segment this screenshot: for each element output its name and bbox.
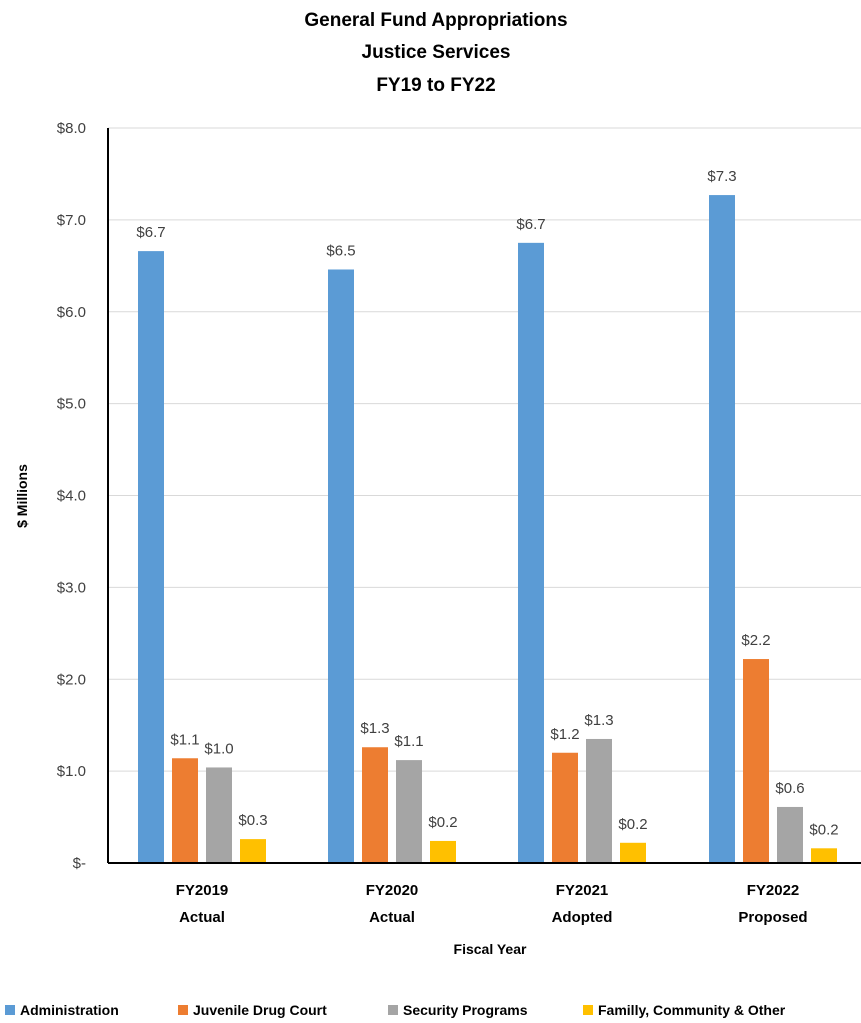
bar-2-0 [206,767,232,863]
bar-1-2 [552,752,578,863]
x-tick-label: FY2022 [747,882,800,899]
bar-1-0 [172,758,198,863]
legend-label: Juvenile Drug Court [193,1002,327,1018]
bar-2-2 [586,738,612,863]
bar-2-3 [777,806,803,863]
bar-3-3 [811,848,837,863]
chart-title-line-3: FY19 to FY22 [376,75,495,96]
x-tick-label: FY2021 [556,882,609,899]
y-tick-label: $4.0 [57,488,86,505]
x-tick-label: Proposed [738,909,807,926]
data-label: $1.0 [204,740,233,757]
x-axis-title: Fiscal Year [454,941,527,957]
y-tick-label: $- [73,855,86,872]
legend-label: Security Programs [403,1002,528,1018]
x-tick-label: FY2019 [176,882,229,899]
x-tick-label: Actual [369,909,415,926]
data-label: $1.1 [394,733,423,750]
data-label: $1.1 [170,731,199,748]
y-tick-label: $5.0 [57,396,86,413]
bar-3-1 [430,840,456,863]
x-axis-ticks: FY2019 Actual FY2020 Actual FY2021 Adopted FY2… [176,882,808,926]
y-tick-label: $1.0 [57,763,86,780]
legend-swatch [178,1005,188,1015]
bar-0-0 [138,251,164,864]
bar-3-0 [240,839,266,863]
data-label: $2.2 [741,632,770,649]
x-tick-label: FY2020 [366,882,419,899]
legend-label: Administration [20,1002,119,1018]
legend-label: Familly, Community & Other [598,1002,786,1018]
data-label: $1.3 [584,712,613,729]
data-label: $6.7 [516,216,545,233]
bar-0-3 [709,195,735,864]
y-axis-title: $ Millions [14,464,30,528]
data-label: $0.6 [775,780,804,797]
data-label: $1.2 [550,726,579,743]
data-label: $1.3 [360,720,389,737]
bar-1-3 [743,659,769,863]
gridlines [108,127,861,772]
legend-swatch [388,1005,398,1015]
data-label: $7.3 [707,168,736,185]
bar-0-2 [518,242,544,863]
chart-title-line-2: Justice Services [362,42,511,63]
legend: Administration Juvenile Drug Court Securit… [5,1002,786,1018]
bar-3-2 [620,842,646,863]
bars [138,195,837,864]
data-label: $6.7 [136,224,165,241]
y-axis-ticks: $- $1.0 $2.0 $3.0 $4.0 $5.0 $6.0 $7.0 $8.0 [57,120,86,872]
y-tick-label: $7.0 [57,212,86,229]
data-label: $0.2 [809,821,838,838]
y-tick-label: $6.0 [57,304,86,321]
data-label: $0.2 [618,816,647,833]
data-label: $0.3 [238,812,267,829]
legend-swatch [5,1005,15,1015]
x-tick-label: Adopted [552,909,613,926]
legend-swatch [583,1005,593,1015]
y-tick-label: $8.0 [57,120,86,137]
chart-title-line-1: General Fund Appropriations [304,10,567,31]
y-tick-label: $3.0 [57,579,86,596]
bar-1-1 [362,747,388,863]
bar-0-1 [328,269,354,863]
data-label: $6.5 [326,242,355,259]
data-labels: $6.7 $1.1 $1.0 $0.3 $6.5 $1.3 $1.1 $0.2 $6.7 $1.2… [136,168,838,838]
data-label: $0.2 [428,814,457,831]
x-tick-label: Actual [179,909,225,926]
y-tick-label: $2.0 [57,671,86,688]
bar-2-1 [396,760,422,863]
